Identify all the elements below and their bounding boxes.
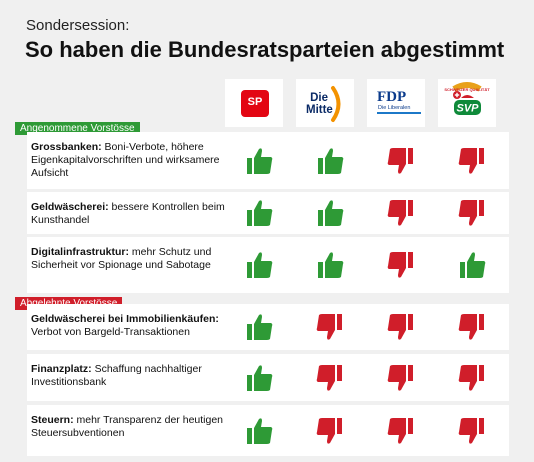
thumbs-up-icon-mitte — [318, 200, 344, 226]
table-row: Finanzplatz: Schaffung nachhaltiger Inve… — [27, 354, 509, 401]
table-row: Geldwäscherei: bessere Kontrollen beim K… — [27, 192, 509, 234]
thumbs-down-icon-fdp — [387, 200, 413, 226]
thumbs-down-icon-fdp — [387, 365, 413, 391]
thumbs-down-icon-fdp — [387, 252, 413, 278]
thumbs-down-icon-mitte — [316, 418, 342, 444]
thumbs-up-icon-sp — [247, 314, 273, 340]
thumbs-down-icon-fdp — [387, 148, 413, 174]
thumbs-up-icon-sp — [247, 418, 273, 444]
logo-fdp: FDP Die Liberalen — [367, 79, 425, 127]
sp-logo-mark: SP — [241, 90, 269, 117]
row-label: Steuern: mehr Transparenz der heutigen S… — [31, 414, 231, 440]
fdp-logo-subtitle: Die Liberalen — [378, 105, 411, 111]
row-topic: Finanzplatz: — [31, 363, 92, 375]
table-row: Geldwäscherei bei Immobilienkäufen: Verb… — [27, 304, 509, 350]
thumbs-down-icon-mitte — [316, 365, 342, 391]
thumbs-up-icon-sp — [247, 252, 273, 278]
row-label: Geldwäscherei: bessere Kontrollen beim K… — [31, 201, 231, 227]
kicker: Sondersession: — [26, 17, 130, 34]
table-row: Grossbanken: Boni-Verbote, höhere Eigenk… — [27, 132, 509, 189]
row-description: bessere Kontrollen beim Kunsthandel — [31, 201, 225, 226]
table-row: Digitalinfrastruktur: mehr Schutz und Si… — [27, 237, 509, 293]
fdp-logo-line — [377, 112, 421, 114]
thumbs-down-icon-svp — [458, 148, 484, 174]
row-description: Verbot von Bargeld-Transaktionen — [31, 326, 190, 338]
logo-sp: SP — [225, 79, 283, 127]
sp-logo-text: SP — [247, 96, 263, 108]
row-topic: Steuern: — [31, 414, 74, 426]
thumbs-up-icon-sp — [247, 148, 273, 174]
thumbs-up-icon-sp — [247, 200, 273, 226]
row-topic: Geldwäscherei bei Immobilienkäufen: — [31, 313, 219, 325]
thumbs-down-icon-svp — [458, 314, 484, 340]
row-label: Geldwäscherei bei Immobilienkäufen: Verb… — [31, 313, 231, 339]
row-label: Digitalinfrastruktur: mehr Schutz und Si… — [31, 246, 231, 272]
thumbs-down-icon-svp — [458, 200, 484, 226]
row-label: Finanzplatz: Schaffung nachhaltiger Inve… — [31, 363, 231, 389]
thumbs-down-icon-fdp — [387, 314, 413, 340]
row-topic: Geldwäscherei: — [31, 201, 109, 213]
thumbs-up-icon-svp — [460, 252, 486, 278]
row-description: mehr Transparenz der heutigen Steuersubv… — [31, 414, 224, 439]
svp-logo-tagline: SCHWEIZER QUALITÄT — [444, 87, 490, 92]
row-description: Schaffung nachhaltiger Investitionsbank — [31, 363, 202, 388]
mitte-arc-icon — [331, 86, 341, 122]
row-label: Grossbanken: Boni-Verbote, höhere Eigenk… — [31, 141, 231, 180]
row-topic: Digitalinfrastruktur: — [31, 246, 130, 258]
section-label-accepted: Angenommene Vorstösse — [15, 122, 140, 135]
svp-logo-text: SVP — [456, 103, 479, 115]
row-topic: Grossbanken: — [31, 141, 102, 153]
row-description: mehr Schutz und Sicherheit vor Spionage … — [31, 246, 212, 271]
page-title: So haben die Bundesratsparteien abgestim… — [25, 37, 505, 62]
fdp-logo-text: FDP — [377, 89, 407, 105]
thumbs-down-icon-mitte — [316, 314, 342, 340]
mitte-logo-text: Die Mitte — [306, 92, 333, 116]
row-description: Boni-Verbote, höhere Eigenkapitalvorschr… — [31, 141, 220, 179]
thumbs-up-icon-mitte — [318, 252, 344, 278]
thumbs-down-icon-fdp — [387, 418, 413, 444]
table-row: Steuern: mehr Transparenz der heutigen S… — [27, 405, 509, 456]
thumbs-up-icon-mitte — [318, 148, 344, 174]
svp-logo-mark: SCHWEIZER QUALITÄT SVP — [444, 82, 490, 115]
logo-svp: SCHWEIZER QUALITÄT SVP — [438, 79, 496, 127]
thumbs-up-icon-sp — [247, 365, 273, 391]
thumbs-down-icon-svp — [458, 365, 484, 391]
logo-mitte: Die Mitte — [296, 79, 354, 127]
thumbs-down-icon-svp — [458, 418, 484, 444]
